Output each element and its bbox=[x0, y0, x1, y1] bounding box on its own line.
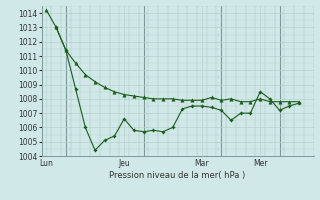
X-axis label: Pression niveau de la mer( hPa ): Pression niveau de la mer( hPa ) bbox=[109, 171, 246, 180]
